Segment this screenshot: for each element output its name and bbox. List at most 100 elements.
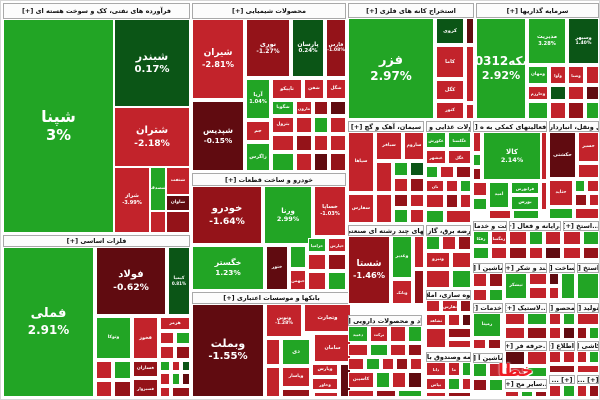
stock-tile[interactable]: فخوز <box>133 317 158 359</box>
stock-tile[interactable]: غبشهر <box>426 150 446 164</box>
stock-tile[interactable] <box>160 332 174 344</box>
stock-tile[interactable]: وتوکا <box>96 317 131 359</box>
stock-tile[interactable] <box>266 367 280 397</box>
stock-tile[interactable] <box>408 326 422 342</box>
stock-tile[interactable] <box>505 327 525 339</box>
stock-tile[interactable] <box>589 351 599 363</box>
stock-tile[interactable] <box>376 162 392 192</box>
stock-tile[interactable] <box>160 346 174 359</box>
stock-tile[interactable]: تاپیکو <box>272 79 302 99</box>
stock-tile[interactable] <box>446 194 458 208</box>
stock-tile[interactable] <box>414 270 424 304</box>
stock-tile[interactable]: جم <box>246 121 270 141</box>
stock-tile[interactable] <box>505 391 519 397</box>
sector-header[interactable]: بانکها و موسسات اعتباری [+] <box>192 292 351 304</box>
stock-tile[interactable] <box>452 252 471 268</box>
stock-tile[interactable] <box>460 194 471 208</box>
stock-tile[interactable] <box>314 117 328 133</box>
stock-tile[interactable]: ما <box>448 362 460 376</box>
stock-tile[interactable] <box>446 180 458 192</box>
stock-tile[interactable] <box>330 153 346 171</box>
stock-tile[interactable] <box>489 363 503 377</box>
stock-tile[interactable] <box>290 246 306 268</box>
stock-tile[interactable] <box>563 351 575 363</box>
stock-tile[interactable]: فارس -1.08% <box>326 19 346 77</box>
stock-tile[interactable]: نوری -1.27% <box>246 19 290 77</box>
stock-tile[interactable] <box>535 391 547 397</box>
stock-tile[interactable] <box>473 132 481 152</box>
stock-tile[interactable] <box>462 362 471 376</box>
stock-tile[interactable] <box>488 339 501 349</box>
stock-tile[interactable] <box>328 254 346 270</box>
stock-tile[interactable]: مارون <box>296 101 312 115</box>
stock-tile[interactable] <box>176 346 190 359</box>
stock-tile[interactable] <box>398 390 422 397</box>
stock-tile[interactable] <box>577 365 599 373</box>
stock-tile[interactable] <box>172 373 180 385</box>
stock-tile[interactable]: ختور <box>266 246 288 290</box>
stock-tile[interactable] <box>394 209 408 223</box>
stock-tile[interactable] <box>549 327 561 339</box>
sector-header[interactable]: ...اطلاع [+] <box>549 341 575 351</box>
stock-tile[interactable] <box>390 326 406 342</box>
stock-tile[interactable] <box>308 254 326 270</box>
stock-tile[interactable] <box>266 339 280 365</box>
sector-header[interactable]: ...سایر مح [+] <box>505 379 547 389</box>
stock-tile[interactable] <box>577 385 587 397</box>
sector-header[interactable]: استخراج کانه های فلزی [+] <box>348 3 474 18</box>
stock-tile[interactable]: خپارس <box>328 238 346 252</box>
stock-tile[interactable] <box>366 358 380 370</box>
stock-tile[interactable]: وپاسار <box>282 367 310 387</box>
stock-tile[interactable]: بورس <box>511 196 539 210</box>
stock-tile[interactable] <box>575 180 585 192</box>
stock-tile[interactable] <box>172 387 190 397</box>
stock-tile[interactable] <box>473 273 487 287</box>
stock-tile[interactable] <box>473 339 486 349</box>
stock-tile[interactable] <box>376 390 396 397</box>
stock-tile[interactable]: برکت <box>370 326 388 342</box>
stock-tile[interactable] <box>549 385 561 397</box>
stock-tile[interactable]: کروی <box>436 18 464 44</box>
stock-tile[interactable] <box>410 358 422 370</box>
stock-tile[interactable] <box>563 313 575 325</box>
stock-tile[interactable] <box>296 135 312 151</box>
stock-tile[interactable]: آریا 1.04% <box>246 79 270 119</box>
stock-tile[interactable] <box>528 102 548 119</box>
sector-header[interactable]: ...استخ [+] <box>577 263 599 273</box>
stock-tile[interactable] <box>448 378 460 390</box>
stock-tile[interactable]: ومهان <box>528 66 548 84</box>
stock-tile[interactable] <box>529 231 543 245</box>
stock-tile[interactable] <box>160 387 170 397</box>
stock-tile[interactable] <box>550 102 566 119</box>
stock-tile[interactable]: دعبید <box>348 326 368 342</box>
stock-tile[interactable] <box>348 358 364 370</box>
stock-tile[interactable] <box>328 272 346 290</box>
stock-tile[interactable] <box>473 363 487 377</box>
stock-tile[interactable]: وبملت -1.55% <box>192 304 264 397</box>
sector-header[interactable]: ...زراعت و خدمات [+] <box>473 221 507 231</box>
stock-tile[interactable]: کاسپین <box>348 372 374 388</box>
sector-header[interactable]: ...بیمه وصندوق با [+] <box>426 352 471 362</box>
stock-tile[interactable]: فملی 2.91% <box>3 247 94 397</box>
stock-tile[interactable] <box>442 236 456 250</box>
stock-tile[interactable] <box>382 358 394 370</box>
stock-tile[interactable] <box>568 102 584 119</box>
stock-tile[interactable]: وپارس <box>312 364 338 376</box>
stock-tile[interactable] <box>396 358 408 370</box>
stock-tile[interactable]: سامان <box>314 334 351 362</box>
stock-tile[interactable] <box>150 211 166 233</box>
stock-tile[interactable] <box>586 86 599 100</box>
stock-tile[interactable]: حسیر <box>578 132 599 162</box>
stock-tile[interactable]: زاگرس <box>246 143 270 171</box>
sector-header[interactable]: [+] ... <box>549 375 575 384</box>
stock-tile[interactable] <box>160 373 170 385</box>
stock-tile[interactable]: وغدیر <box>392 236 412 278</box>
sector-header[interactable]: سیمان، آهک و گچ [+] <box>348 121 424 132</box>
sector-header[interactable]: ...محصو [+] <box>549 303 575 313</box>
stock-tile[interactable] <box>550 86 566 100</box>
stock-tile[interactable]: وخاور <box>312 378 338 390</box>
stock-tile[interactable] <box>172 361 180 371</box>
stock-tile[interactable] <box>541 132 547 180</box>
stock-tile[interactable]: خزامیا <box>308 238 326 252</box>
stock-tile[interactable] <box>448 314 460 326</box>
